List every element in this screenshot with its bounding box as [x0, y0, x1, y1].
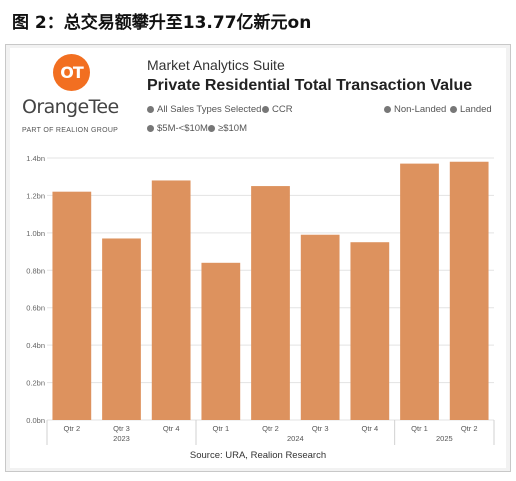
- y-tick-label: 1.0bn: [26, 229, 45, 238]
- logo-tagline: PART OF REALION GROUP: [22, 127, 119, 134]
- bar: [400, 163, 439, 420]
- source-note: Source: URA, Realion Research: [189, 450, 327, 461]
- legend-dot-icon: [450, 106, 457, 113]
- legend-ccr[interactable]: CCR: [262, 104, 293, 115]
- bar: [251, 186, 290, 420]
- y-tick-label: 0.6bn: [26, 304, 45, 313]
- x-tick-label: Qtr 1: [411, 424, 428, 433]
- bar: [201, 262, 241, 420]
- x-tick-label: Qtr 1: [212, 424, 229, 433]
- chart-title: Private Residential Total Transaction Va…: [147, 77, 473, 94]
- legend-high-price-label: ≥$10M: [218, 123, 247, 134]
- bar: [350, 242, 390, 420]
- year-label: 2024: [287, 434, 304, 443]
- legend-landed-label: Landed: [460, 104, 492, 115]
- legend-dot-icon: [147, 125, 154, 132]
- y-tick-label: 1.2bn: [26, 191, 45, 200]
- bar: [52, 191, 92, 420]
- suite-title: Market Analytics Suite: [147, 57, 285, 73]
- bar: [300, 234, 340, 420]
- legend-all-sales[interactable]: All Sales Types Selected: [147, 104, 261, 115]
- y-tick-label: 0.8bn: [26, 266, 45, 275]
- legend-mid-price-label: $5M-<$10M: [157, 123, 208, 134]
- year-label: 2023: [113, 434, 130, 443]
- bar-chart: 0.0bn 0.2bn 0.4bn 0.6bn 0.8bn 1.0bn 1.2bn 1.4bn…: [26, 154, 495, 445]
- x-tick-label: Qtr 4: [163, 424, 180, 433]
- orangetee-logo: OT OrangeTee PART OF REALION GROUP: [20, 52, 120, 142]
- year-label: 2025: [436, 434, 453, 443]
- figure-caption: 图 2：总交易额攀升至13.77亿新元on: [12, 13, 312, 33]
- legend-dot-icon: [208, 125, 215, 132]
- legend-non-landed-label: Non-Landed: [394, 104, 447, 115]
- legend-ccr-label: CCR: [272, 104, 293, 115]
- x-tick-label: Qtr 4: [361, 424, 378, 433]
- x-tick-label: Qtr 2: [262, 424, 279, 433]
- x-tick-label: Qtr 2: [63, 424, 80, 433]
- y-tick-label: 0.4bn: [26, 341, 45, 350]
- legend-landed[interactable]: Landed: [450, 104, 492, 115]
- y-tick-label: 0.0bn: [26, 416, 45, 425]
- legend-dot-icon: [147, 106, 154, 113]
- legend-all-sales-label: All Sales Types Selected: [157, 104, 262, 115]
- x-tick-label: Qtr 2: [461, 424, 478, 433]
- bar: [151, 180, 191, 420]
- logo-wordmark: OrangeTee: [22, 96, 119, 118]
- legend-high-price[interactable]: ≥$10M: [208, 123, 247, 134]
- bar: [449, 161, 489, 420]
- legend-non-landed[interactable]: Non-Landed: [384, 104, 446, 115]
- legend-dot-icon: [384, 106, 391, 113]
- bar: [102, 238, 141, 420]
- x-tick-label: Qtr 3: [113, 424, 130, 433]
- x-tick-label: Qtr 3: [312, 424, 329, 433]
- logo-mark: OT: [53, 54, 90, 91]
- y-tick-label: 1.4bn: [26, 154, 45, 163]
- legend-dot-icon: [262, 106, 269, 113]
- y-tick-label: 0.2bn: [26, 379, 45, 388]
- legend-mid-price[interactable]: $5M-<$10M: [147, 123, 208, 134]
